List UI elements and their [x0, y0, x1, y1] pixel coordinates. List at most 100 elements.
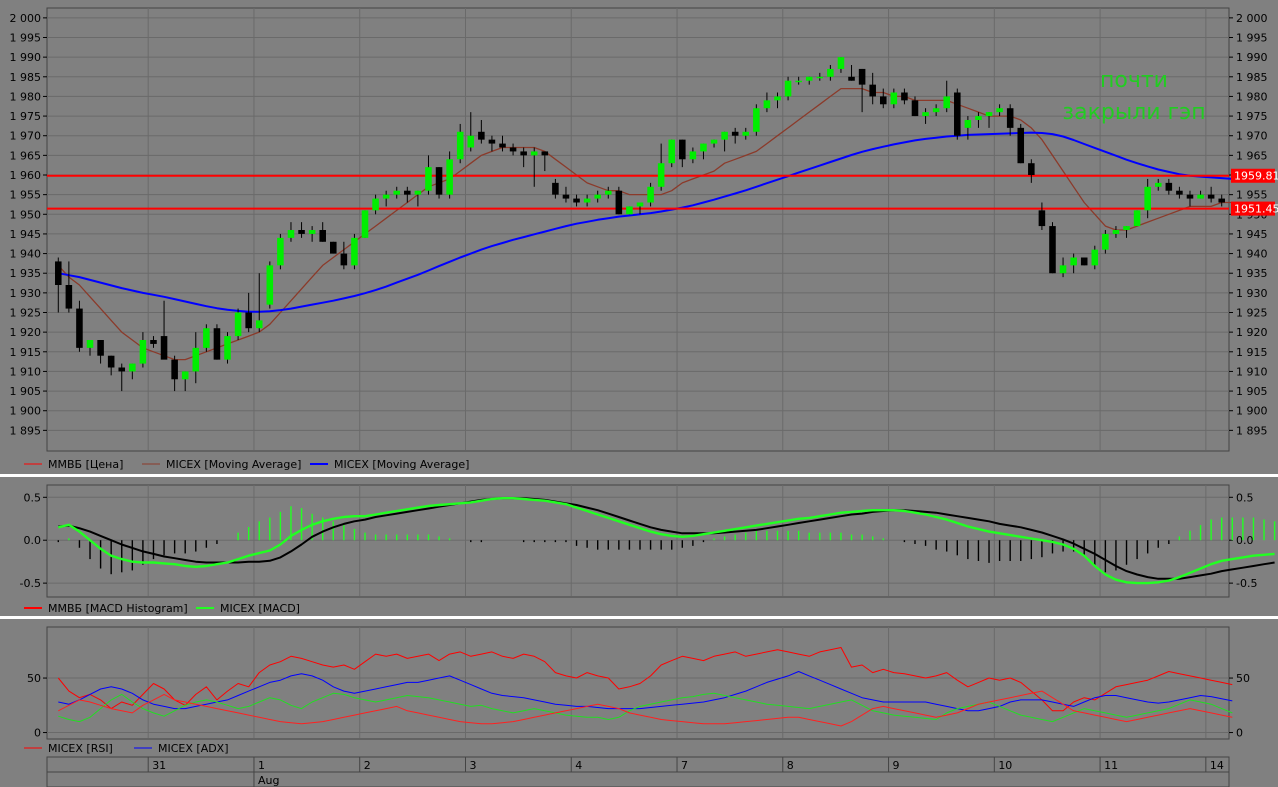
- candle-body-11: [171, 359, 178, 380]
- price-tick-right-3: 1 910: [1236, 365, 1268, 378]
- candle-body-51: [594, 194, 601, 199]
- candle-body-101: [1123, 226, 1130, 230]
- candle-body-43: [509, 147, 517, 152]
- candle-body-13: [192, 347, 200, 372]
- candle-body-94: [1049, 226, 1056, 274]
- candle-body-14: [203, 328, 210, 348]
- candle-body-56: [647, 186, 654, 203]
- price-axis-left: 1 895 1 900 1 905 1 910 1 915 1 920 1 925 1 930…: [10, 12, 47, 437]
- macd-line: [58, 497, 1275, 585]
- macd-tick-left-0: -0.5: [20, 577, 41, 590]
- macd-axis-left: -0.5 0.0 0.5: [20, 491, 47, 590]
- candle-body-104: [1154, 182, 1162, 187]
- price-tick-right-0: 1 895: [1236, 424, 1268, 437]
- price-tick-right-17: 1 980: [1236, 90, 1268, 103]
- candle-body-84: [943, 96, 950, 109]
- candle-body-67: [763, 100, 771, 109]
- rsi-series-3: [58, 690, 1233, 727]
- price-tick-left-14: 1 965: [10, 149, 42, 162]
- date-label-9: 11: [1104, 759, 1118, 772]
- candle-body-106: [1176, 190, 1183, 195]
- rsi-tick-right-0: 0: [1236, 727, 1243, 740]
- candle-body-42: [499, 143, 506, 148]
- candle-body-27: [340, 253, 348, 266]
- price-tick-left-19: 1 990: [10, 51, 42, 64]
- date-label-7: 9: [893, 759, 900, 772]
- candle-body-95: [1059, 265, 1067, 274]
- candle-body-47: [552, 182, 559, 195]
- price-panel[interactable]: 1 895 1 900 1 905 1 910 1 915 1 920 1 925 1 930…: [10, 7, 1278, 452]
- candle-body-31: [382, 194, 390, 199]
- candle-body-82: [922, 112, 929, 117]
- rsi-series-1: [58, 671, 1233, 712]
- candle-body-109: [1207, 194, 1215, 199]
- date-label-4: 4: [575, 759, 582, 772]
- price-tick-right-16: 1 975: [1236, 110, 1268, 123]
- rsi-axis-left: 0 50: [27, 672, 47, 740]
- price-tick-left-4: 1 915: [10, 346, 42, 359]
- date-label-5: 7: [681, 759, 688, 772]
- candle-body-65: [742, 131, 750, 136]
- level-label-0: 1959.81: [1234, 170, 1278, 183]
- candle-body-83: [932, 108, 940, 113]
- macd-axis-right: -0.5 0.0 0.5: [1229, 491, 1257, 590]
- macd-tick-right-2: 0.5: [1236, 491, 1254, 504]
- level-label-1: 1951.45: [1234, 203, 1278, 216]
- candle-body-74: [837, 57, 845, 69]
- macd-legend: ММВБ [MACD Histogram] MICEX [MACD]: [24, 602, 300, 615]
- candle-body-107: [1186, 194, 1194, 199]
- price-tick-left-21: 2 000: [10, 12, 42, 25]
- date-label-10: 14: [1210, 759, 1224, 772]
- macd-signal-path: [58, 497, 1275, 580]
- rsi-series-0: [57, 647, 1233, 712]
- macd-tick-left-1: 0.0: [24, 534, 42, 547]
- candle-body-98: [1091, 249, 1099, 266]
- rsi-adx-panel[interactable]: 0 50 0 50: [27, 626, 1250, 740]
- price-tick-left-0: 1 895: [10, 424, 42, 437]
- legend-adx: MICEX [ADX]: [158, 742, 229, 755]
- candle-body-32: [393, 190, 401, 195]
- rsi-legend: MICEX [RSI] MICEX [ADX]: [24, 742, 229, 755]
- date-label-6: 8: [787, 759, 794, 772]
- candle-body-1: [65, 285, 73, 309]
- legend-macd-hist: ММВБ [MACD Histogram]: [48, 602, 188, 615]
- candle-body-17: [234, 312, 242, 337]
- candle-body-78: [879, 96, 887, 105]
- candle-body-63: [721, 131, 728, 140]
- candle-body-93: [1038, 210, 1046, 227]
- rsi-tick-left-0: 0: [34, 727, 41, 740]
- price-tick-right-1: 1 900: [1236, 405, 1268, 418]
- candle-body-16: [224, 336, 231, 360]
- level-labels: 1959.81 1951.45: [1231, 168, 1278, 216]
- date-label-2: 2: [364, 759, 371, 772]
- level-label-bg-1: [1231, 201, 1275, 216]
- panel-separator-2: [0, 616, 1278, 619]
- candle-body-55: [636, 202, 644, 207]
- price-tick-left-5: 1 920: [10, 326, 42, 339]
- candle-body-2: [76, 308, 83, 348]
- candle-body-19: [255, 320, 263, 329]
- legend-ma-short: MICEX [Moving Average]: [166, 458, 301, 471]
- candle-body-99: [1102, 233, 1109, 250]
- price-tick-left-1: 1 900: [10, 405, 42, 418]
- price-tick-left-6: 1 925: [10, 307, 42, 320]
- legend-ma-long: MICEX [Moving Average]: [334, 458, 469, 471]
- panel-separator-1: [0, 474, 1278, 477]
- candle-body-105: [1165, 182, 1173, 191]
- price-tick-left-17: 1 980: [10, 90, 42, 103]
- macd-panel[interactable]: -0.5 0.0 0.5 -0.5 0.0 0.5: [20, 484, 1276, 598]
- price-tick-left-9: 1 940: [10, 248, 42, 261]
- candle-body-81: [911, 100, 919, 117]
- candle-body-72: [816, 76, 824, 79]
- price-tick-right-7: 1 930: [1236, 287, 1268, 300]
- candle-body-85: [954, 92, 961, 136]
- candle-body-91: [1017, 127, 1025, 164]
- candle-body-48: [562, 194, 570, 199]
- candle-body-40: [478, 131, 485, 140]
- candle-body-22: [287, 230, 295, 238]
- price-tick-right-18: 1 985: [1236, 71, 1268, 84]
- candle-body-35: [425, 167, 432, 191]
- date-label-3: 3: [469, 759, 476, 772]
- candle-body-58: [668, 139, 676, 164]
- date-label-8: 10: [998, 759, 1012, 772]
